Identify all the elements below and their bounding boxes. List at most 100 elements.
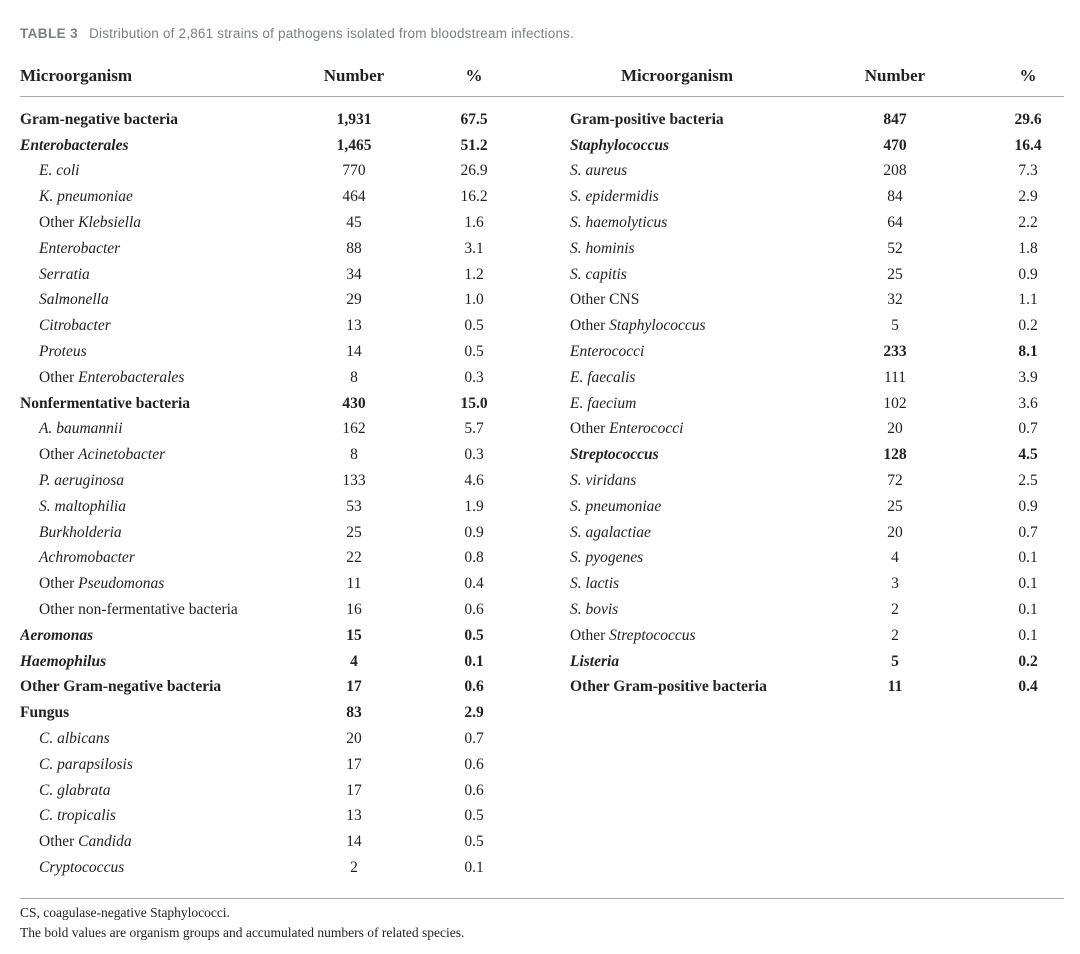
percent-cell: 0.5: [464, 833, 484, 851]
table-row: Gram-negative bacteria 1,931 67.5: [20, 107, 532, 133]
number-cell: 14: [346, 833, 362, 851]
percent-cell: 3.1: [464, 239, 484, 257]
organism-name: Other Pseudomonas: [39, 575, 165, 593]
percent-cell: 2.2: [1018, 214, 1038, 232]
table-row: S. agalactiae 20 0.7: [556, 520, 1064, 546]
percent-cell: 29.6: [1014, 110, 1042, 128]
number-cell: 84: [887, 188, 903, 206]
column-header-microorganism-left: Microorganism: [20, 66, 133, 85]
number-cell: 470: [883, 136, 907, 154]
number-cell: 25: [887, 265, 903, 283]
percent-cell: 0.1: [1018, 601, 1038, 619]
column-header-microorganism-right: Microorganism: [620, 66, 734, 85]
table-row: S. maltophilia 53 1.9: [20, 494, 532, 520]
table-caption-text: Distribution of 2,861 strains of pathoge…: [89, 26, 575, 41]
percent-cell: 0.6: [464, 755, 484, 773]
table-row: Other non-fermentative bacteria 16 0.6: [20, 597, 532, 623]
number-cell: 17: [346, 781, 362, 799]
organism-name: S. viridans: [570, 472, 637, 490]
table-row: Nonfermentative bacteria 430 15.0: [20, 391, 532, 417]
table-footnotes: CS, coagulase-negative Staphylococci. Th…: [20, 903, 1060, 942]
number-cell: 64: [887, 214, 903, 232]
percent-cell: 0.8: [464, 549, 484, 567]
number-cell: 2: [891, 601, 899, 619]
column-header-percent-right: %: [1019, 66, 1037, 85]
percent-cell: 0.1: [1018, 575, 1038, 593]
number-cell: 233: [883, 343, 907, 361]
column-header-number-right: Number: [864, 66, 926, 85]
organism-name: S. lactis: [570, 575, 620, 593]
organism-name: Other Candida: [39, 833, 132, 851]
percent-cell: 0.4: [1018, 678, 1038, 696]
right-table-body: Gram-positive bacteria 847 29.6 Staphylococ…: [556, 107, 1064, 700]
percent-cell: 0.2: [1018, 317, 1038, 335]
table-row: C. parapsilosis 17 0.6: [20, 752, 532, 778]
table-row: C. albicans 20 0.7: [20, 726, 532, 752]
percent-cell: 0.1: [464, 859, 484, 876]
table-row: S. bovis 2 0.1: [556, 597, 1064, 623]
table-row: Cryptococcus 2 0.1: [20, 855, 532, 881]
number-cell: 4: [891, 549, 899, 567]
organism-name: Other CNS: [570, 291, 640, 309]
table-row: C. glabrata 17 0.6: [20, 778, 532, 804]
number-cell: 13: [346, 317, 362, 335]
percent-cell: 0.9: [1018, 265, 1038, 283]
number-cell: 11: [887, 678, 903, 696]
table-row: Staphylococcus 470 16.4: [556, 133, 1064, 159]
number-cell: 8: [350, 368, 358, 386]
number-cell: 32: [887, 291, 903, 309]
number-cell: 17: [346, 755, 362, 773]
organism-name: Other Staphylococcus: [570, 317, 706, 335]
percent-cell: 15.0: [460, 394, 488, 412]
organism-name: Other Klebsiella: [39, 214, 142, 232]
number-cell: 45: [346, 214, 362, 232]
percent-cell: 7.3: [1018, 162, 1038, 180]
table-row: Enterobacter 88 3.1: [20, 236, 532, 262]
column-header-number-left: Number: [323, 66, 385, 85]
number-cell: 52: [887, 239, 903, 257]
organism-name: Other Enterobacterales: [39, 368, 185, 386]
organism-name: Other Enterococci: [570, 420, 684, 438]
number-cell: 53: [346, 497, 362, 515]
number-cell: 5: [891, 652, 899, 670]
organism-name: P. aeruginosa: [39, 472, 124, 490]
organism-name: Enterococci: [570, 343, 645, 361]
table-caption-label: TABLE 3: [20, 26, 79, 41]
percent-cell: 0.7: [1018, 523, 1038, 541]
organism-name: E. faecalis: [570, 368, 636, 386]
percent-cell: 0.9: [464, 523, 484, 541]
number-cell: 4: [350, 652, 358, 670]
table-row: C. tropicalis 13 0.5: [20, 804, 532, 830]
percent-cell: 0.1: [464, 652, 484, 670]
number-cell: 88: [346, 239, 362, 257]
percent-cell: 0.7: [464, 730, 484, 748]
number-cell: 208: [883, 162, 907, 180]
percent-cell: 0.2: [1018, 652, 1038, 670]
organism-name: Proteus: [39, 343, 87, 361]
number-cell: 111: [883, 368, 907, 386]
percent-cell: 1.0: [464, 291, 484, 309]
number-cell: 14: [346, 343, 362, 361]
number-cell: 847: [883, 110, 907, 128]
table-row: Other Candida 14 0.5: [20, 829, 532, 855]
percent-cell: 1.8: [1018, 239, 1038, 257]
table-row: Enterobacterales 1,465 51.2: [20, 133, 532, 159]
table-row: S. capitis 25 0.9: [556, 262, 1064, 288]
organism-name: Streptococcus: [570, 446, 659, 464]
percent-cell: 26.9: [460, 162, 488, 180]
percent-cell: 1.1: [1018, 291, 1038, 309]
number-cell: 464: [342, 188, 366, 206]
organism-name: Burkholderia: [39, 523, 122, 541]
footnote-abbreviation: CS, coagulase-negative Staphylococci.: [20, 905, 230, 920]
percent-cell: 5.7: [464, 420, 484, 438]
organism-name: S. agalactiae: [570, 523, 651, 541]
table-row: Burkholderia 25 0.9: [20, 520, 532, 546]
organism-name: Cryptococcus: [39, 859, 125, 876]
percent-cell: 2.9: [464, 704, 484, 722]
percent-cell: 0.1: [1018, 549, 1038, 567]
organism-name: C. glabrata: [39, 781, 111, 799]
table-row: Gram-positive bacteria 847 29.6: [556, 107, 1064, 133]
organism-name: E. faecium: [570, 394, 637, 412]
organism-name: S. pyogenes: [570, 549, 644, 567]
